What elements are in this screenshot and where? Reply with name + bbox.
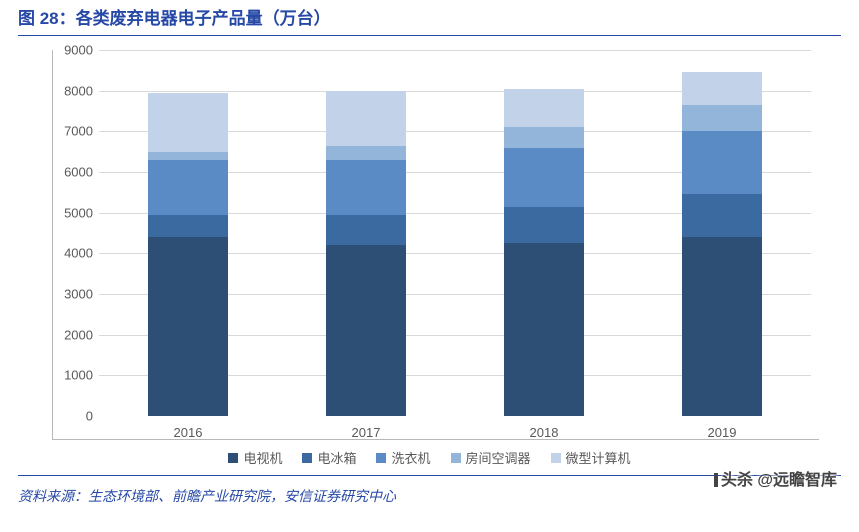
bar-segment <box>148 160 228 215</box>
y-tick-label: 8000 <box>49 83 93 98</box>
chart-title-row: 图 28：各类废弃电器电子产品量（万台） <box>18 0 841 36</box>
x-tick-label: 2018 <box>530 425 559 440</box>
bar-segment <box>504 243 584 416</box>
bar-segment <box>682 105 762 131</box>
chart-title: 图 28：各类废弃电器电子产品量（万台） <box>18 9 331 28</box>
legend-item: 微型计算机 <box>551 448 631 467</box>
bar-segment <box>504 207 584 244</box>
y-tick-label: 7000 <box>49 124 93 139</box>
plot-region: 0100020003000400050006000700080009000201… <box>99 50 811 416</box>
legend-label: 房间空调器 <box>466 448 531 467</box>
bar-segment <box>326 160 406 215</box>
watermark-text: 头杀 @远瞻智库 <box>721 472 837 489</box>
bar-segment <box>682 131 762 194</box>
y-tick-label: 0 <box>49 409 93 424</box>
x-tick-label: 2019 <box>708 425 737 440</box>
y-tick-label: 5000 <box>49 205 93 220</box>
legend-label: 电冰箱 <box>317 448 356 467</box>
y-tick-label: 4000 <box>49 246 93 261</box>
legend-swatch <box>228 453 238 463</box>
x-tick-label: 2016 <box>174 425 203 440</box>
y-tick-label: 1000 <box>49 368 93 383</box>
y-tick-label: 9000 <box>49 43 93 58</box>
legend-item: 洗衣机 <box>376 448 430 467</box>
legend-label: 洗衣机 <box>391 448 430 467</box>
legend-label: 微型计算机 <box>566 448 631 467</box>
bar-segment <box>148 237 228 416</box>
bar-segment <box>504 148 584 207</box>
watermark: 头杀 @远瞻智库 <box>714 466 837 490</box>
bar-segment <box>504 127 584 147</box>
bar-segment <box>326 245 406 416</box>
bar-segment <box>682 72 762 105</box>
bar-segment <box>326 91 406 146</box>
legend-item: 电视机 <box>228 448 282 467</box>
grid-line <box>99 50 811 51</box>
bar-segment <box>504 89 584 128</box>
bar-segment <box>326 215 406 246</box>
chart-area: 0100020003000400050006000700080009000201… <box>52 50 819 440</box>
legend-item: 房间空调器 <box>451 448 531 467</box>
bar-segment <box>326 146 406 160</box>
y-tick-label: 6000 <box>49 165 93 180</box>
y-tick-label: 2000 <box>49 327 93 342</box>
chart-legend: 电视机 电冰箱 洗衣机 房间空调器 微型计算机 <box>18 448 841 467</box>
legend-swatch <box>302 453 312 463</box>
bar-segment <box>148 215 228 237</box>
y-tick-label: 3000 <box>49 287 93 302</box>
x-tick-label: 2017 <box>352 425 381 440</box>
legend-swatch <box>551 453 561 463</box>
bar-segment <box>148 152 228 160</box>
bar-segment <box>148 93 228 152</box>
legend-swatch <box>451 453 461 463</box>
legend-label: 电视机 <box>243 448 282 467</box>
bar-segment <box>682 194 762 237</box>
legend-item: 电冰箱 <box>302 448 356 467</box>
bar-segment <box>682 237 762 416</box>
legend-swatch <box>376 453 386 463</box>
